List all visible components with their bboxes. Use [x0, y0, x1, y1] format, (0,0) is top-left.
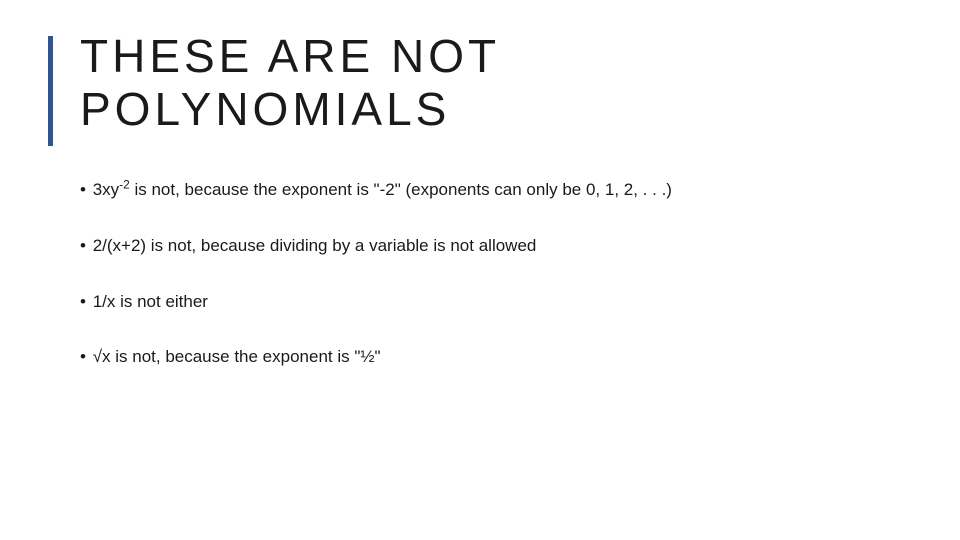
bullet-text-prefix: √x is not, because the exponent is "½": [93, 347, 381, 366]
bullet-dot-icon: •: [80, 347, 86, 366]
bullet-text-rest: is not, because the exponent is "-2" (ex…: [130, 180, 672, 199]
accent-bar: [48, 36, 53, 146]
bullet-item: • 2/(x+2) is not, because dividing by a …: [80, 234, 900, 258]
bullet-item: • 3xy-2 is not, because the exponent is …: [80, 178, 900, 202]
bullet-superscript: -2: [119, 177, 130, 191]
title-line-2: POLYNOMIALS: [80, 83, 450, 135]
bullet-item: • √x is not, because the exponent is "½": [80, 345, 900, 369]
bullet-list: • 3xy-2 is not, because the exponent is …: [80, 178, 900, 401]
bullet-item: • 1/x is not either: [80, 290, 900, 314]
slide-title: THESE ARE NOT POLYNOMIALS: [80, 30, 500, 136]
bullet-text-prefix: 2/(x+2) is not, because dividing by a va…: [93, 236, 537, 255]
bullet-dot-icon: •: [80, 292, 86, 311]
bullet-dot-icon: •: [80, 236, 86, 255]
slide: THESE ARE NOT POLYNOMIALS • 3xy-2 is not…: [0, 0, 960, 540]
bullet-text-prefix: 1/x is not either: [93, 292, 208, 311]
title-line-1: THESE ARE NOT: [80, 30, 500, 82]
bullet-text-prefix: 3xy: [93, 180, 119, 199]
bullet-dot-icon: •: [80, 180, 86, 199]
